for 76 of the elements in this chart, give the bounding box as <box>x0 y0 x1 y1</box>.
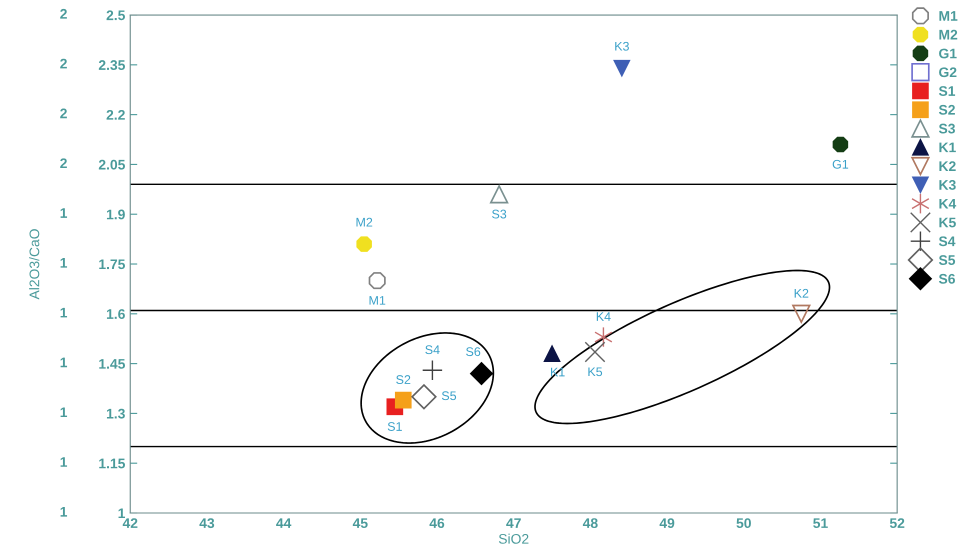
text: S3 <box>492 210 506 218</box>
text: S6 <box>466 347 480 356</box>
y-tick-label: 1.6 <box>106 309 125 319</box>
text: 2 <box>60 8 67 19</box>
y-tick-label: 2.05 <box>98 160 125 170</box>
x-tick-label: 45 <box>352 518 368 528</box>
text: S4 <box>425 345 440 354</box>
text: M2 <box>356 218 372 226</box>
legend-label: M1 <box>939 11 958 21</box>
legend-label: M2 <box>939 30 958 40</box>
x-tick-label: 44 <box>276 518 292 528</box>
legend-label: K1 <box>939 142 956 152</box>
text: 2 <box>60 58 67 68</box>
legend-label: G2 <box>939 67 956 78</box>
text: 1 <box>60 308 68 318</box>
x-tick-label: 50 <box>736 518 751 528</box>
point <box>792 304 810 323</box>
y-tick-label: 1.3 <box>106 408 125 419</box>
point <box>470 362 493 386</box>
point <box>594 326 613 348</box>
legend-label: G1 <box>939 48 957 58</box>
text: 1 <box>60 208 68 218</box>
point <box>411 384 437 410</box>
text: K2 <box>794 288 808 298</box>
x-tick-label: 46 <box>430 518 444 528</box>
x-tick-label: 42 <box>122 518 138 528</box>
text: 1 <box>60 507 68 517</box>
legend-label: K5 <box>939 218 956 228</box>
x-tick-label: 51 <box>813 518 828 528</box>
text: 1 <box>60 407 68 417</box>
legend-label: K3 <box>939 180 956 190</box>
y-axis-title: Al2O3/CaO <box>29 229 40 300</box>
text: S1 <box>388 422 402 431</box>
text: K5 <box>588 367 602 376</box>
point <box>544 345 560 362</box>
text: 2 <box>60 108 67 118</box>
point <box>422 360 443 381</box>
point <box>832 136 848 152</box>
y-tick-label: 1.45 <box>99 359 125 369</box>
legend-label: S1 <box>938 86 956 96</box>
point <box>490 185 508 204</box>
y-tick-label: 2.35 <box>98 60 125 70</box>
text: 1 <box>60 358 68 368</box>
y-tick-label: 1.75 <box>99 259 125 270</box>
legend-label: S5 <box>938 255 956 265</box>
legend-label: K2 <box>939 161 956 171</box>
text: 1 <box>60 258 68 268</box>
text: 2 <box>60 158 67 168</box>
x-tick-label: 43 <box>199 518 214 528</box>
point <box>356 236 372 252</box>
x-axis-title: SiO2 <box>498 534 528 544</box>
text: S2 <box>396 375 410 384</box>
point <box>368 272 386 290</box>
legend-label: K4 <box>939 198 956 209</box>
point <box>614 60 630 76</box>
legend-label: S4 <box>938 236 956 246</box>
text: G1 <box>832 160 848 169</box>
legend-label: S6 <box>938 274 955 284</box>
x-tick-label: 47 <box>506 518 521 528</box>
point <box>584 342 606 362</box>
text: K3 <box>615 42 629 51</box>
text: M1 <box>370 296 386 305</box>
text: S5 <box>442 391 456 400</box>
y-tick-label: 2.5 <box>106 10 125 20</box>
text: K4 <box>596 312 611 321</box>
legend-label: S3 <box>938 124 955 134</box>
y-tick-label: 1.15 <box>99 458 125 468</box>
text: 1 <box>60 457 68 467</box>
x-tick-label: 52 <box>890 518 904 528</box>
legend-label: S2 <box>938 104 955 115</box>
x-tick-label: 49 <box>660 518 674 528</box>
x-tick-label: 48 <box>582 518 598 528</box>
point <box>394 392 412 408</box>
y-tick-label: 1 <box>118 508 125 518</box>
y-tick-label: 1.9 <box>106 210 125 220</box>
y-tick-label: 2.2 <box>106 110 125 120</box>
